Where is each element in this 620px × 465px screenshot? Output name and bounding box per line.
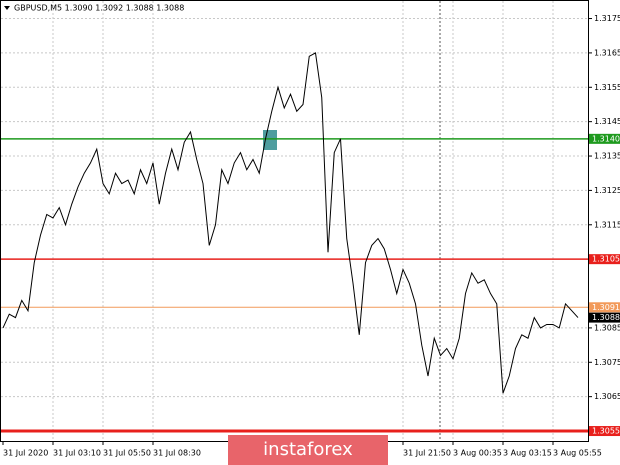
level-label: 1.3140 [592,134,620,143]
y-tick-label: 1.3115 [594,220,620,229]
y-tick-label: 1.3165 [594,48,620,57]
x-tick-label: 3 Aug 03:15 [503,449,552,458]
x-tick-label: 31 Jul 03:10 [53,449,101,458]
level-label: 1.3105 [592,255,620,264]
x-tick-label: 31 Jul 05:50 [103,449,151,458]
y-tick-label: 1.3065 [594,392,620,401]
chart-title: GBPUSD,M5 1.3090 1.3092 1.3088 1.3088 [14,4,184,13]
plot-frame [0,0,589,442]
level-label: 1.3091 [592,303,620,312]
level-label-box [589,133,620,144]
x-tick-label: 31 Jul 21:50 [403,449,451,458]
x-tick-label: 3 Aug 00:35 [453,449,502,458]
level-label-box [589,426,620,437]
y-tick-label: 1.3135 [594,152,620,161]
watermark: instaforex [228,435,388,465]
price-line [2,52,579,394]
y-tick-label: 1.3075 [594,358,620,367]
y-tick-label: 1.3175 [594,14,620,23]
watermark-text: instaforex [263,439,353,460]
x-tick-label: 31 Jul 08:30 [153,449,201,458]
y-tick-label: 1.3145 [594,117,620,126]
watermark-box [228,435,388,465]
level-label-box [589,302,620,313]
symbol-arrow [4,6,10,10]
y-tick-label: 1.3125 [594,186,620,195]
y-tick-label: 1.3085 [594,323,620,332]
current-price-box [589,312,620,323]
x-tick-label: 3 Aug 05:55 [553,449,602,458]
x-tick-label: 31 Jul 2020 [3,449,48,458]
level-label: 1.3055 [592,427,620,436]
current-price-label: 1.3088 [592,313,620,322]
y-tick-label: 1.3155 [594,83,620,92]
level-label-box [589,254,620,265]
